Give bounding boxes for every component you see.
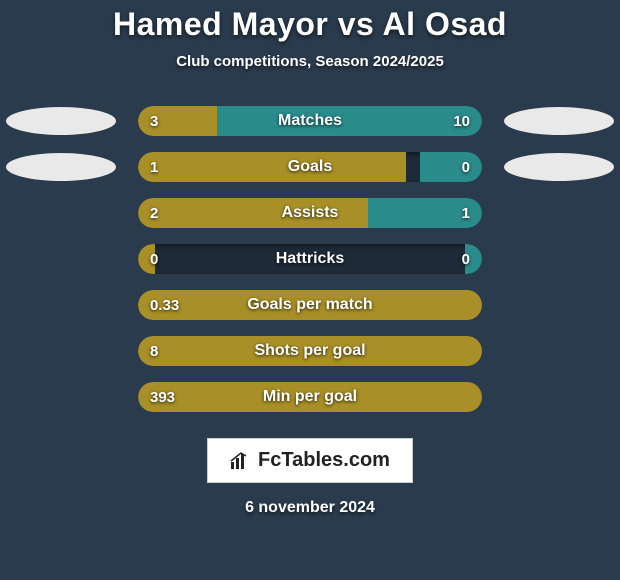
value-left: 393 bbox=[150, 382, 175, 412]
bar-right bbox=[217, 106, 482, 136]
stat-row: 0 0Hattricks bbox=[0, 236, 620, 282]
bar-track: 8Shots per goal bbox=[138, 336, 482, 366]
bar-track: 310Matches bbox=[138, 106, 482, 136]
value-left: 2 bbox=[150, 198, 158, 228]
stat-row: 10Goals bbox=[0, 144, 620, 190]
bar-left bbox=[138, 290, 482, 320]
footer-date: 6 november 2024 bbox=[245, 499, 375, 517]
bar-right bbox=[420, 152, 482, 182]
stat-row: 8Shots per goal bbox=[0, 328, 620, 374]
value-left: 0.33 bbox=[150, 290, 179, 320]
value-right: 0 bbox=[462, 152, 470, 182]
comparison-card: Hamed Mayor vs Al Osad Club competitions… bbox=[0, 0, 620, 580]
player-left-logo bbox=[6, 153, 116, 181]
chart-icon bbox=[230, 452, 252, 470]
value-right: 1 bbox=[462, 198, 470, 228]
value-left: 0 bbox=[150, 244, 158, 274]
stat-row: 0.33Goals per match bbox=[0, 282, 620, 328]
bar-track: 393Min per goal bbox=[138, 382, 482, 412]
bar-track: 10Goals bbox=[138, 152, 482, 182]
stat-rows: 310Matches10Goals21Assists00Hattricks0.3… bbox=[0, 98, 620, 420]
brand-badge[interactable]: FcTables.com bbox=[207, 438, 413, 483]
bar-track: 21Assists bbox=[138, 198, 482, 228]
value-right: 0 bbox=[462, 244, 470, 274]
bar-left bbox=[138, 382, 482, 412]
brand-text: FcTables.com bbox=[258, 449, 390, 472]
bar-track: 0.33Goals per match bbox=[138, 290, 482, 320]
value-right: 10 bbox=[453, 106, 470, 136]
value-left: 8 bbox=[150, 336, 158, 366]
stat-label: Hattricks bbox=[138, 244, 482, 274]
stat-row: 310Matches bbox=[0, 98, 620, 144]
player-left-logo bbox=[6, 107, 116, 135]
bar-left bbox=[138, 336, 482, 366]
stat-row: 21Assists bbox=[0, 190, 620, 236]
page-title: Hamed Mayor vs Al Osad bbox=[113, 6, 507, 43]
value-left: 1 bbox=[150, 152, 158, 182]
subtitle: Club competitions, Season 2024/2025 bbox=[176, 53, 444, 70]
value-left: 3 bbox=[150, 106, 158, 136]
stat-row: 393Min per goal bbox=[0, 374, 620, 420]
player-right-logo bbox=[504, 107, 614, 135]
player-right-logo bbox=[504, 153, 614, 181]
bar-track: 0 0Hattricks bbox=[138, 244, 482, 274]
bar-left bbox=[138, 198, 368, 228]
bar-left bbox=[138, 152, 406, 182]
